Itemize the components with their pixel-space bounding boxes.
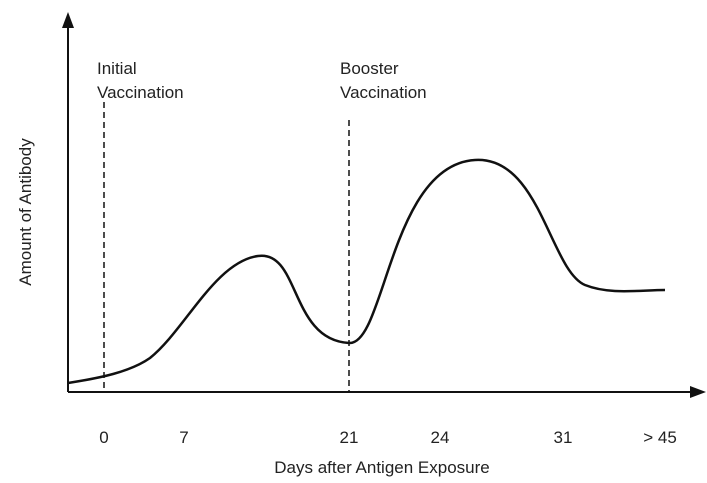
x-tick-label: 21 [340,428,359,447]
x-axis-label: Days after Antigen Exposure [274,458,489,477]
x-tick-label: 24 [431,428,450,447]
y-axis-arrow [62,12,74,28]
x-ticks: 0 7 21 24 31 > 45 [99,428,677,447]
x-tick-label: 7 [179,428,188,447]
annotation: Booster [340,59,399,78]
x-axis-arrow [690,386,706,398]
x-tick-label: > 45 [643,428,677,447]
annotation: Vaccination [340,83,427,102]
x-tick-label: 31 [554,428,573,447]
annotation: Vaccination [97,83,184,102]
x-tick-label: 0 [99,428,108,447]
antibody-curve [67,158,666,385]
y-axis-label: Amount of Antibody [16,138,35,286]
annotation: Initial [97,59,137,78]
